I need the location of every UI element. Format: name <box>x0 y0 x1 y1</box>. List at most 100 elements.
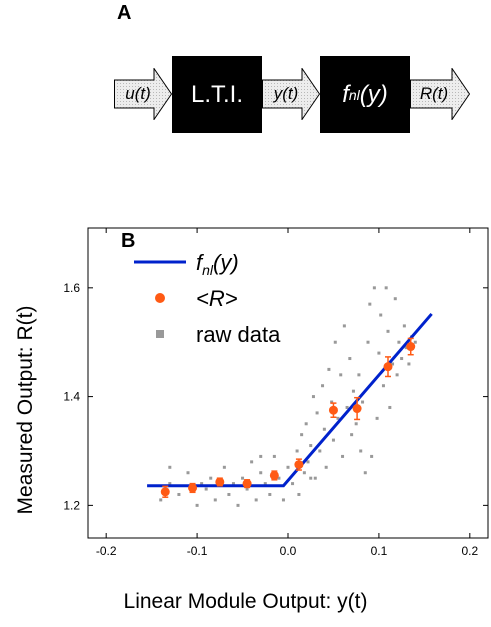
raw-data-point <box>291 482 295 486</box>
raw-data-point <box>391 362 395 366</box>
raw-data-point <box>350 433 354 437</box>
raw-data-point <box>295 449 299 453</box>
raw-data-point <box>309 444 313 448</box>
raw-data-point <box>377 351 381 355</box>
raw-data-point <box>241 476 245 480</box>
raw-data-point <box>177 492 181 496</box>
raw-data-point <box>306 460 310 464</box>
raw-data-point <box>186 471 190 475</box>
raw-data-point <box>213 498 217 502</box>
raw-data-point <box>304 422 308 426</box>
raw-data-point <box>361 400 365 404</box>
middle-arrow-shape <box>262 68 320 120</box>
raw-data-point <box>327 367 331 371</box>
raw-data-point <box>236 503 240 507</box>
y-axis-label-text: Measured Output: R(t) <box>14 305 37 515</box>
mean-point <box>328 405 338 415</box>
raw-data-point <box>404 346 408 350</box>
mean-point <box>269 470 279 480</box>
raw-data-point <box>272 454 276 458</box>
raw-data-point <box>393 297 397 301</box>
input-arrow-label: u(t) <box>125 84 151 103</box>
input-arrow: u(t) <box>114 68 172 120</box>
raw-data-point <box>281 498 285 502</box>
raw-data-point <box>388 405 392 409</box>
raw-data-point <box>324 465 328 469</box>
output-arrow-label: R(t) <box>419 84 449 103</box>
raw-data-point <box>395 373 399 377</box>
raw-data-point <box>368 302 372 306</box>
raw-data-point <box>195 503 199 507</box>
raw-data-point <box>407 362 411 366</box>
nonlinear-block-sub: nl <box>348 86 360 103</box>
raw-data-point <box>309 476 313 480</box>
raw-data-point <box>313 476 317 480</box>
x-tick-label: -0.2 <box>96 544 117 558</box>
raw-data-point <box>357 373 361 377</box>
lti-block: L.T.I. <box>172 56 262 133</box>
raw-data-point <box>259 454 263 458</box>
panel-a-label: A <box>117 2 132 24</box>
raw-data-point <box>200 482 204 486</box>
mean-point <box>215 477 225 487</box>
output-arrow: R(t) <box>410 68 470 120</box>
x-tick-label: 0.1 <box>371 544 388 558</box>
raw-data-point <box>300 433 304 437</box>
raw-data-point <box>168 482 172 486</box>
middle-arrow-label: y(t) <box>273 84 299 103</box>
raw-data-point <box>363 471 367 475</box>
raw-data-point <box>259 471 263 475</box>
raw-data-point <box>402 324 406 328</box>
raw-data-point <box>386 329 390 333</box>
x-tick-label: -0.1 <box>187 544 208 558</box>
nonlinear-block-f: f <box>342 80 349 108</box>
raw-data-point <box>333 340 337 344</box>
raw-data-point <box>277 476 281 480</box>
y-tick-label: 1.4 <box>63 390 80 404</box>
raw-data-point <box>159 498 163 502</box>
raw-data-point <box>341 454 345 458</box>
raw-data-point <box>321 384 325 388</box>
raw-data-point <box>222 465 226 469</box>
raw-data-point <box>204 487 208 491</box>
raw-data-point <box>268 492 272 496</box>
raw-data-point <box>331 438 335 442</box>
mean-point <box>242 479 252 489</box>
plot-frame <box>87 227 489 539</box>
raw-data-point <box>254 498 258 502</box>
raw-data-point <box>286 465 290 469</box>
raw-data-point <box>384 286 388 290</box>
raw-data-point <box>342 324 346 328</box>
middle-arrow: y(t) <box>262 68 320 120</box>
raw-data-point <box>263 482 267 486</box>
x-tick-label: 0.0 <box>280 544 297 558</box>
panel-b-label: B <box>121 230 136 252</box>
nonlinear-block: f nl (y) <box>320 56 410 133</box>
raw-data-point <box>345 405 349 409</box>
raw-data-point <box>339 373 343 377</box>
raw-data-point <box>311 395 315 399</box>
x-tick-label: 0.2 <box>461 544 478 558</box>
raw-data-point <box>381 384 385 388</box>
raw-data-point <box>379 313 383 317</box>
mean-point <box>294 460 304 470</box>
raw-data-point <box>245 487 249 491</box>
mean-point <box>160 487 170 497</box>
raw-data-point <box>366 340 370 344</box>
raw-data-point <box>370 454 374 458</box>
raw-data-point <box>359 449 363 453</box>
raw-data-point <box>297 492 301 496</box>
raw-data-point <box>375 416 379 420</box>
raw-data-point <box>354 422 358 426</box>
raw-data-point <box>348 357 352 361</box>
legend-label-raw: raw data <box>196 322 281 347</box>
mean-point <box>188 483 198 493</box>
raw-data-point <box>397 340 401 344</box>
legend-label-fit: fnl(y) <box>196 250 239 278</box>
y-tick-label: 1.2 <box>63 498 80 512</box>
mean-point <box>352 404 362 414</box>
raw-data-point <box>168 465 172 469</box>
raw-data-point <box>231 482 235 486</box>
raw-data-point <box>400 357 404 361</box>
